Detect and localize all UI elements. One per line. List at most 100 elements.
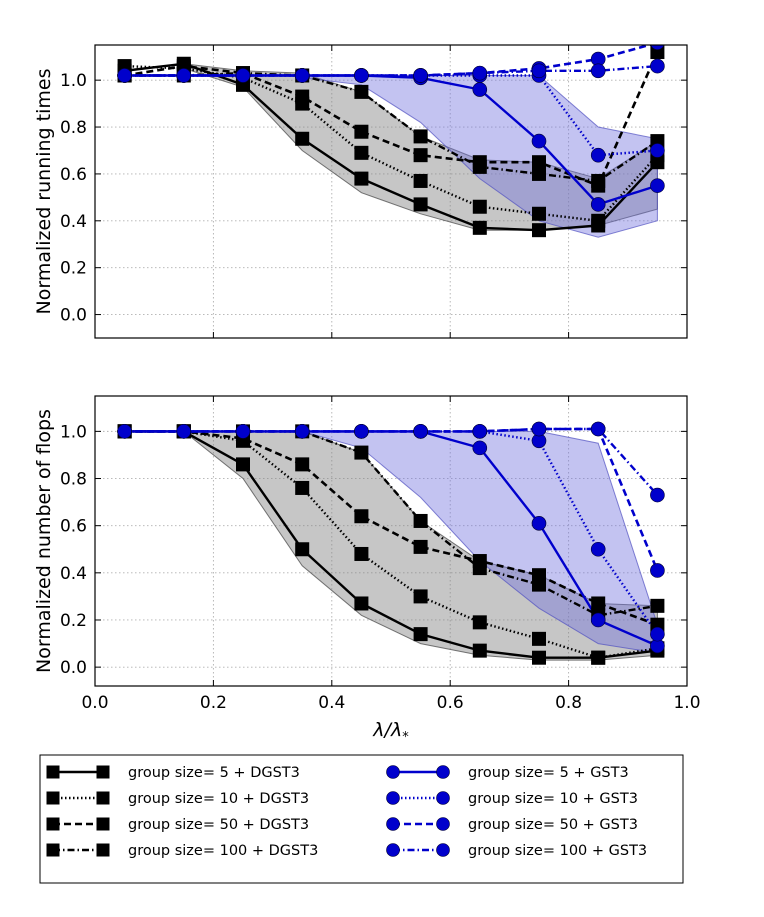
axes-frame [94,395,688,687]
legend-marker [436,817,450,831]
data-point [472,561,487,576]
data-point [591,173,606,188]
data-point [413,539,428,554]
data-point [472,65,488,81]
legend-marker [386,765,400,779]
data-point [472,220,487,235]
data-point [590,541,606,557]
legend-marker [46,791,60,805]
y-tick-label: 0.6 [60,517,87,537]
data-point [413,197,428,212]
x-tick-label: 0.0 [81,693,108,713]
data-point [532,206,546,221]
data-point [590,421,606,437]
series-line [124,430,658,626]
data-point [117,424,132,439]
data-point [590,612,606,628]
legend-label: group size= 50 + DGST3 [128,817,309,833]
legend-marker [96,817,110,831]
data-point [354,124,369,139]
data-point [413,513,428,528]
data-point [472,424,488,439]
data-point [176,424,192,439]
data-point [354,68,369,83]
data-point [531,516,547,531]
data-point [413,589,428,604]
legend-entry: group size= 100 + DGST3 [46,843,318,859]
legend-box [39,754,684,884]
data-point [236,457,250,472]
y-tick-label: 0.4 [60,212,87,232]
legend-entry: group size= 50 + GST3 [386,817,638,833]
data-point [354,424,369,439]
data-point [591,650,606,665]
data-point [354,509,369,524]
y-tick-label: 0.8 [60,470,87,490]
data-point [472,159,487,174]
data-point [354,546,369,561]
data-point [354,145,369,160]
y-tick-label: 0.4 [60,564,87,584]
data-point [532,577,546,592]
data-point [532,650,546,665]
data-point [590,147,606,163]
y-axis-label: Normalized number of flops [33,409,55,673]
data-point [650,45,665,50]
data-point [591,213,606,228]
data-point [235,68,251,83]
legend: group size= 5 + DGST3 group size= 10 + DG… [39,754,684,884]
series-line [124,427,659,496]
data-point [532,155,546,170]
x-tick-label: 1.0 [673,693,700,713]
y-axis-label: Normalized running times [33,69,55,315]
legend-marker [46,765,60,779]
data-point [590,63,606,79]
legend-marker [96,843,110,857]
data-point [354,445,369,460]
data-point [295,542,310,557]
legend-marker [96,791,110,805]
data-point [354,171,369,186]
data-point [472,199,487,214]
data-point [295,131,310,146]
data-point [413,129,428,144]
data-point [531,63,547,79]
data-point [413,148,428,163]
legend-marker [46,843,60,857]
data-point [413,68,428,83]
legend-entry: group size= 50 + DGST3 [46,817,309,833]
data-point [650,143,665,158]
data-point [532,631,546,646]
data-point [295,89,310,104]
legend-label: group size= 5 + GST3 [468,765,629,781]
legend-entry: group size= 10 + DGST3 [46,791,309,807]
y-tick-label: 0.2 [60,611,87,631]
data-point [650,563,665,578]
series-line [124,64,658,77]
legend-marker [436,765,450,779]
x-tick-label: 0.4 [318,693,345,713]
data-point [472,440,488,456]
data-point [354,84,369,99]
legend-marker [386,843,400,857]
data-point [413,627,428,642]
data-point [294,68,310,83]
legend-label: group size= 50 + GST3 [468,817,638,833]
y-tick-label: 0.8 [60,118,87,138]
x-tick-label: 0.6 [437,693,464,713]
legend-entry: group size= 5 + DGST3 [46,765,300,781]
plot-area [117,421,665,665]
data-point [590,197,606,212]
data-point [650,626,665,642]
legend-label: group size= 100 + DGST3 [128,843,318,859]
legend-marker [96,765,110,779]
data-point [295,480,310,495]
legend-marker [386,791,400,805]
y-tick-label: 0.2 [60,259,87,279]
data-point [413,173,428,188]
y-tick-label: 0.0 [60,658,87,678]
data-point [650,178,665,193]
data-point [294,424,310,439]
legend-marker [46,817,60,831]
